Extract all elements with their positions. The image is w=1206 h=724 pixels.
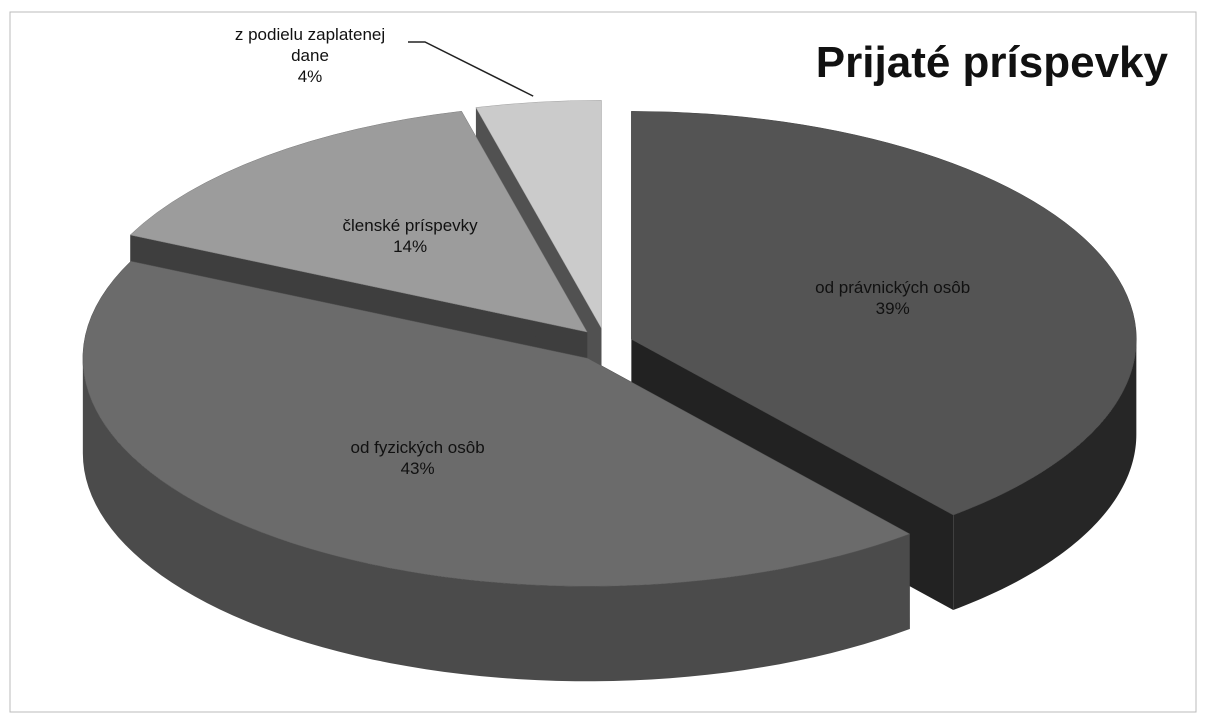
slice-top (82, 260, 911, 587)
data-label: členské príspevky (342, 216, 478, 236)
slice-top (129, 110, 588, 333)
pie-slice (82, 260, 911, 682)
slice-top (631, 111, 1137, 516)
slice-side (82, 358, 910, 682)
leader-line (408, 41, 534, 97)
data-label-value: 4% (297, 67, 323, 86)
data-label-value: 43% (400, 459, 435, 479)
data-label: z podielu zaplatenej dane (234, 25, 386, 65)
data-label-value: 14% (393, 237, 428, 257)
chart-title: Prijaté príspevky (815, 38, 1168, 87)
slice-top (475, 100, 602, 330)
chart-border (9, 11, 1197, 713)
data-label: od fyzických osôb (350, 438, 485, 458)
slice-side (953, 339, 1137, 610)
data-label: od právnických osôb (815, 277, 971, 297)
data-label-value: 39% (875, 298, 910, 318)
